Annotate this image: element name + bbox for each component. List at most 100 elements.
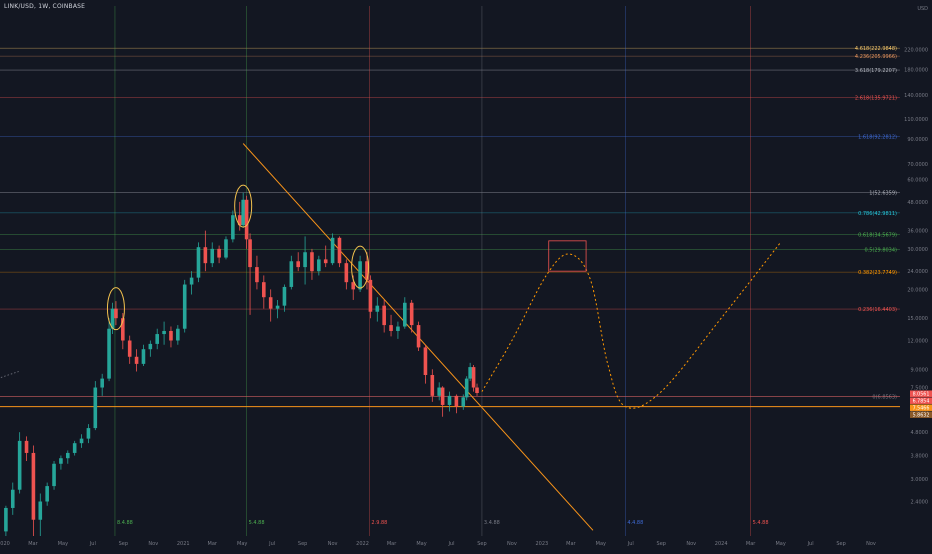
time-axis-background xyxy=(0,536,932,550)
candle-body xyxy=(468,367,472,379)
candle-body xyxy=(389,325,393,331)
time-axis-label: 2021 xyxy=(177,541,190,547)
fib-level-label: 1.618(92.2812) xyxy=(858,134,897,140)
candle-body xyxy=(224,239,228,258)
target-box xyxy=(548,240,587,272)
price-axis-label: 220.0000 xyxy=(904,48,928,54)
candle-body xyxy=(196,247,201,278)
candle-body xyxy=(289,261,294,287)
candle-body xyxy=(217,248,221,258)
candle-body xyxy=(241,199,245,226)
vertical-marker-label: 2.9.88 xyxy=(371,520,387,526)
price-axis-label: 180.0000 xyxy=(904,68,928,74)
price-axis-label: 90.0000 xyxy=(907,137,928,143)
price-axis-label: 24.0000 xyxy=(907,269,928,275)
candle-body xyxy=(114,308,118,319)
candle-body xyxy=(231,215,235,240)
candle-body xyxy=(248,239,252,268)
price-badge-label: 6.7854 xyxy=(913,398,930,404)
candle-body xyxy=(59,458,63,464)
vertical-marker-label: 3.4.88 xyxy=(484,520,500,526)
time-axis-label: 2022 xyxy=(356,541,369,547)
price-axis-label: 36.0000 xyxy=(907,229,928,235)
price-axis-label: 70.0000 xyxy=(907,162,928,168)
candle-body xyxy=(416,325,421,348)
candle-body xyxy=(437,387,441,396)
price-axis-label: 48.0000 xyxy=(907,200,928,206)
candle-body xyxy=(255,267,259,283)
time-axis-label: May xyxy=(58,541,68,547)
candle-body xyxy=(454,395,459,407)
time-axis-label: Nov xyxy=(148,541,158,547)
time-axis-label: Mar xyxy=(208,541,218,547)
candle-body xyxy=(375,305,380,312)
fib-level-label: 0.786(42.9811) xyxy=(858,211,897,217)
candle-body xyxy=(344,263,349,283)
candle-body xyxy=(275,305,280,309)
price-axis-background xyxy=(902,0,932,550)
candle-body xyxy=(403,302,407,327)
candle-body xyxy=(189,277,194,285)
candle-body xyxy=(365,261,369,280)
candle-body xyxy=(262,282,266,298)
time-axis-label: Nov xyxy=(686,541,696,547)
candle-body xyxy=(45,486,49,502)
candle-body xyxy=(310,252,314,272)
candle-body xyxy=(323,259,328,264)
price-axis-label: 9.0000 xyxy=(911,367,929,373)
candle-body xyxy=(162,330,166,335)
candle-body xyxy=(31,452,36,520)
candle-body xyxy=(100,378,104,388)
price-axis-label: 15.0000 xyxy=(907,316,928,322)
time-axis-label: Jul xyxy=(89,541,96,547)
fib-level-label: 0(6.8563) xyxy=(872,394,897,400)
candle-body xyxy=(86,428,91,439)
candle-body xyxy=(17,440,22,490)
time-axis-label: Nov xyxy=(866,541,876,547)
vertical-marker-label: 5.4.88 xyxy=(753,520,769,526)
fib-level-label: 4.236(205.9966) xyxy=(855,54,897,60)
candle-body xyxy=(79,438,84,444)
time-axis-label: Sep xyxy=(298,541,307,547)
candle-body xyxy=(4,507,8,532)
time-axis-label: May xyxy=(416,541,426,547)
candle-body xyxy=(72,443,77,453)
candle-body xyxy=(475,387,479,394)
price-badge xyxy=(910,404,932,411)
price-axis-label: 3.0000 xyxy=(911,477,929,483)
price-axis-label: 20.0000 xyxy=(907,287,928,293)
fib-level-label: 1(52.6359) xyxy=(869,191,897,197)
candle-body xyxy=(440,387,445,405)
candle-body xyxy=(169,330,173,341)
time-axis-label: Mar xyxy=(28,541,38,547)
time-axis-label: Nov xyxy=(507,541,517,547)
price-badge-label: 7.5466 xyxy=(913,405,930,411)
candle-body xyxy=(303,252,307,268)
price-badge xyxy=(910,397,932,404)
vertical-marker-label: 5.4.88 xyxy=(249,520,265,526)
price-axis-label: USD xyxy=(917,6,928,12)
candle-body xyxy=(351,282,356,290)
candle-body xyxy=(121,318,125,341)
candle-body xyxy=(237,215,242,226)
fib-level-label: 3.618(179.2207) xyxy=(855,68,897,74)
candle-body xyxy=(110,308,115,329)
price-badge-label: 8.0561 xyxy=(913,391,930,397)
fib-level-label: 0.236(16.4403) xyxy=(858,307,897,313)
vertical-marker-label: 4.4.88 xyxy=(627,520,643,526)
price-axis-label: 140.0000 xyxy=(904,93,928,99)
candle-body xyxy=(368,279,373,312)
price-axis-label: 4.8000 xyxy=(911,430,929,436)
candle-body xyxy=(396,326,400,331)
time-axis-label: 2024 xyxy=(715,541,728,547)
candle-body xyxy=(134,356,139,364)
candle-body xyxy=(176,328,180,341)
fib-level-label: 0.382(23.7749) xyxy=(858,270,897,276)
candle-body xyxy=(268,297,273,309)
candle-body xyxy=(296,261,300,268)
time-axis-label: Nov xyxy=(328,541,338,547)
time-axis-label: 2023 xyxy=(535,541,548,547)
